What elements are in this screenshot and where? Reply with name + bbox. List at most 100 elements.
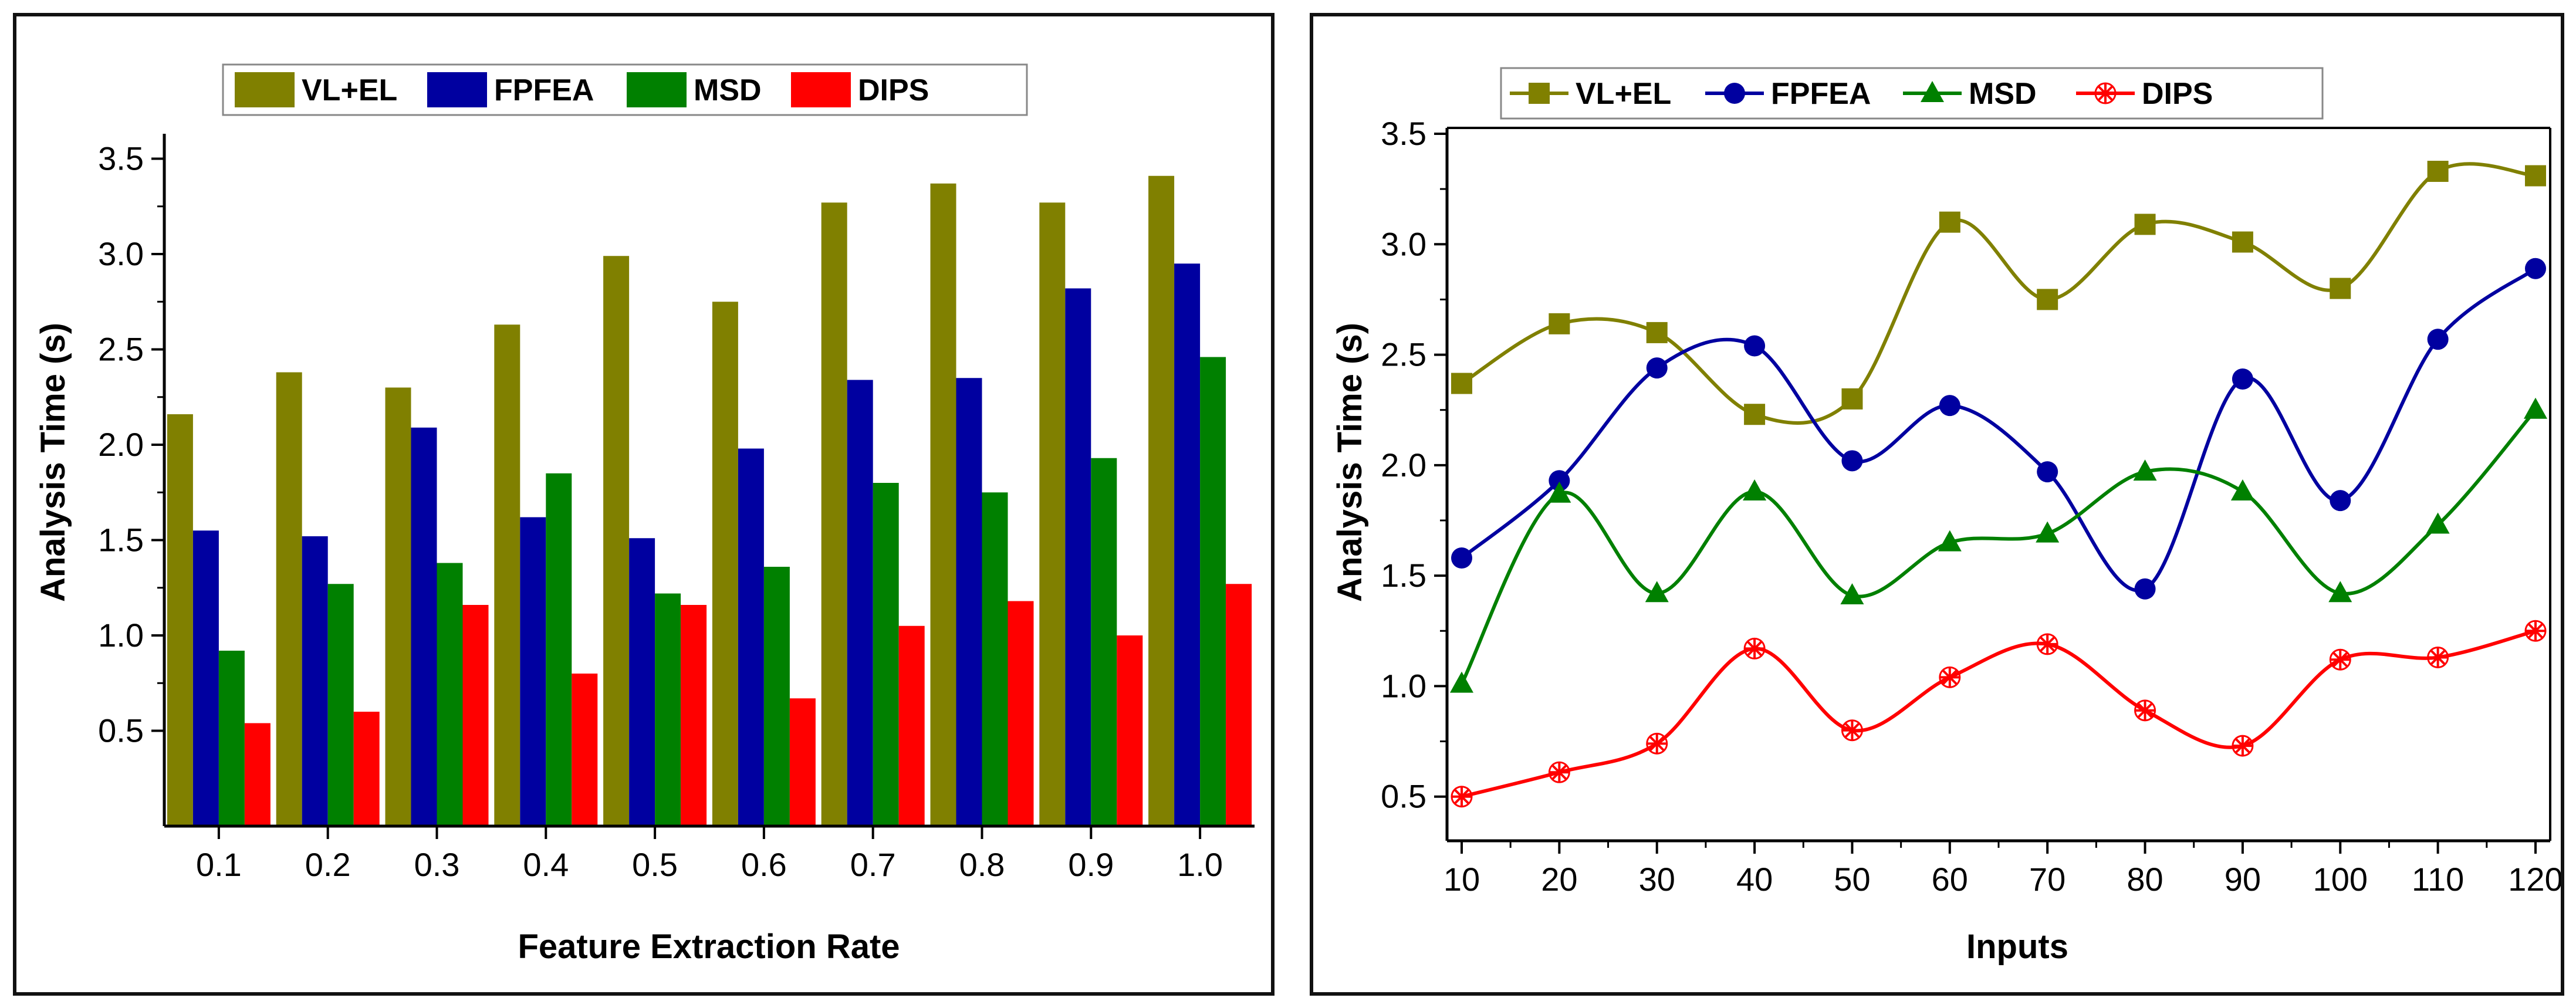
point-vl-el-30 <box>1646 322 1668 343</box>
bar-x-tick-label: 0.3 <box>414 846 460 883</box>
point-fpfea-50 <box>1841 450 1863 472</box>
line-chart: VL+EL FPFEA MSD DIPS 0.5 1.0 1.5 2.0 2.5 3.0 3.5 1… <box>1331 67 2561 966</box>
bar-chart-plot-area: 0.5 1.0 1.5 2.0 2.5 3.0 3.5 0.1 0.2 0.3 0.4 0.5 0.6 0… <box>98 134 1255 883</box>
bar-fpfea-0-4 <box>520 517 546 826</box>
bar-legend-label-msd: MSD <box>694 73 762 107</box>
line-y-tick-label: 2.5 <box>1381 336 1426 373</box>
bar-chart-legend: VL+EL FPFEA MSD DIPS <box>222 63 1028 116</box>
line-chart-x-axis-title: Inputs <box>1966 928 2068 966</box>
point-fpfea-100 <box>2330 490 2351 512</box>
line-x-tick-label: 40 <box>1736 861 1773 898</box>
bar-dips-0-8 <box>1008 601 1034 826</box>
bar-msd-1-0 <box>1200 357 1226 826</box>
point-vl-el-70 <box>2037 289 2058 310</box>
line-x-tick-label: 70 <box>2029 861 2065 898</box>
line-legend-label-msd: MSD <box>1969 77 2037 111</box>
bar-y-tick-label: 3.0 <box>98 235 144 272</box>
bar-x-tick-label: 1.0 <box>1177 846 1223 883</box>
bar-vl-el-0-6 <box>712 302 738 826</box>
point-dips-50 <box>1841 719 1863 742</box>
bar-fpfea-0-9 <box>1065 288 1091 826</box>
point-msd-100 <box>2328 581 2352 603</box>
line-x-tick-label: 90 <box>2225 861 2261 898</box>
bar-legend-swatch-fpfea <box>427 72 487 107</box>
bar-chart: VL+EL FPFEA MSD DIPS 0.51.01.52.02.53.03.50… <box>34 63 1255 966</box>
bar-legend-label-dips: DIPS <box>858 73 929 107</box>
point-msd-10 <box>1450 671 1473 693</box>
line-y-tick-label: 0.5 <box>1381 778 1426 815</box>
point-msd-120 <box>2524 397 2547 419</box>
bar-legend-swatch-msd <box>627 72 687 107</box>
point-dips-20 <box>1548 761 1570 783</box>
line-x-tick-label: 120 <box>2508 861 2561 898</box>
bar-x-tick-label: 0.4 <box>523 846 569 883</box>
line-legend-label-fpfea: FPFEA <box>1771 77 1871 111</box>
bar-msd-0-9 <box>1091 458 1117 826</box>
line-legend-label-vl-el: VL+EL <box>1576 77 1671 111</box>
bar-chart-panel: VL+EL FPFEA MSD DIPS 0.5 1.0 1.5 2.0 2.5 3.0 3.5 0… <box>13 13 1275 996</box>
point-vl-el-40 <box>1744 404 1766 425</box>
line-y-tick-label: 3.5 <box>1381 115 1426 152</box>
bar-dips-0-1 <box>244 723 271 826</box>
bar-y-tick-label: 1.5 <box>98 522 144 559</box>
bar-legend-swatch-dips <box>791 72 851 107</box>
point-vl-el-120 <box>2525 165 2546 187</box>
line-legend-label-dips: DIPS <box>2142 77 2213 111</box>
point-fpfea-40 <box>1744 335 1766 357</box>
bar-dips-0-4 <box>572 674 598 826</box>
bar-fpfea-0-2 <box>302 536 328 826</box>
line-x-tick-label: 60 <box>1932 861 1968 898</box>
bar-fpfea-0-7 <box>847 380 873 826</box>
point-dips-120 <box>2524 620 2547 642</box>
bar-x-tick-label: 0.6 <box>741 846 787 883</box>
point-msd-80 <box>2133 459 2157 481</box>
line-chart-legend: VL+EL FPFEA MSD DIPS <box>1500 67 2324 120</box>
line-x-tick-label: 20 <box>1541 861 1577 898</box>
bar-dips-0-9 <box>1117 635 1143 826</box>
bar-vl-el-0-9 <box>1039 202 1066 826</box>
line-y-tick-label: 1.0 <box>1381 667 1426 704</box>
bar-legend-swatch-vl-el <box>235 72 295 107</box>
bar-fpfea-1-0 <box>1174 263 1201 826</box>
point-fpfea-30 <box>1646 357 1668 379</box>
point-dips-60 <box>1939 666 1961 688</box>
point-fpfea-110 <box>2427 329 2449 350</box>
bar-dips-1-0 <box>1226 584 1252 826</box>
line-x-tick-label: 30 <box>1639 861 1675 898</box>
bar-dips-0-6 <box>789 698 816 826</box>
bar-fpfea-0-8 <box>956 378 982 826</box>
bar-x-tick-label: 0.2 <box>305 846 351 883</box>
bar-msd-0-4 <box>546 473 572 826</box>
bar-dips-0-7 <box>898 625 925 826</box>
bar-legend-label-vl-el: VL+EL <box>302 73 397 107</box>
point-msd-90 <box>2230 479 2254 501</box>
line-x-tick-label: 10 <box>1443 861 1480 898</box>
point-vl-el-20 <box>1549 313 1570 334</box>
bar-msd-0-1 <box>218 651 245 826</box>
line-legend-marker-fpfea <box>1724 83 1745 104</box>
bar-fpfea-0-1 <box>192 530 219 826</box>
bar-dips-0-2 <box>353 712 380 826</box>
bar-msd-0-7 <box>873 483 899 826</box>
bar-chart-x-axis-title: Feature Extraction Rate <box>518 928 900 966</box>
line-series-fpfea <box>1461 267 2537 593</box>
line-chart-y-axis-title: Analysis Time (s) <box>1331 323 1369 602</box>
point-vl-el-50 <box>1841 388 1863 410</box>
bar-fpfea-0-5 <box>629 538 655 826</box>
bar-fpfea-0-3 <box>411 427 437 826</box>
bar-y-tick-label: 2.5 <box>98 331 144 368</box>
point-msd-60 <box>1938 530 1962 552</box>
bar-x-tick-label: 0.9 <box>1068 846 1114 883</box>
line-x-tick-label: 100 <box>2313 861 2368 898</box>
bar-vl-el-0-1 <box>167 414 193 826</box>
point-msd-20 <box>1547 481 1571 503</box>
line-chart-panel: VL+EL FPFEA MSD DIPS 0.5 1.0 1.5 2.0 2.5 3.0 3.5 1… <box>1310 13 2564 996</box>
bar-vl-el-0-4 <box>494 324 520 826</box>
bar-x-tick-label: 0.1 <box>196 846 242 883</box>
point-dips-90 <box>2232 735 2254 757</box>
point-dips-80 <box>2134 699 2156 722</box>
bar-msd-0-6 <box>763 567 790 826</box>
point-vl-el-80 <box>2134 214 2156 235</box>
bar-y-tick-label: 0.5 <box>98 712 144 749</box>
point-msd-30 <box>1645 581 1669 603</box>
